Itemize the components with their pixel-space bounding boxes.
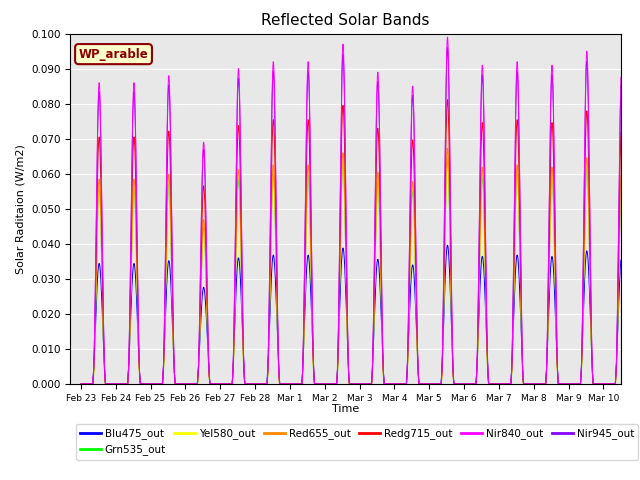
Y-axis label: Solar Raditaion (W/m2): Solar Raditaion (W/m2) [15,144,26,274]
Nir840_out [634,381,640,387]
Redg715_out [540,381,548,387]
Blu475_out [554,378,562,384]
Yel580_out [77,381,84,387]
Nir945_out [380,381,388,387]
Redg715_out [77,381,84,387]
Yel580_out [540,381,548,387]
Red655_out [444,145,451,151]
Nir840_out [513,68,520,73]
Grn535_out [513,178,520,183]
Grn535_out [540,381,548,387]
Redg715_out [634,381,640,387]
Nir945_out [513,77,520,83]
Nir945_out [410,127,418,133]
Nir840_out [540,381,548,387]
Nir945_out [444,45,451,50]
Text: WP_arable: WP_arable [79,48,148,60]
Grn535_out [193,381,200,387]
Nir840_out [444,34,451,40]
Line: Redg715_out: Redg715_out [81,100,638,384]
Legend: Blu475_out, Grn535_out, Yel580_out, Red655_out, Redg715_out, Nir840_out, Nir945_: Blu475_out, Grn535_out, Yel580_out, Red6… [76,424,638,460]
Redg715_out [410,167,418,172]
Blu475_out [380,379,388,384]
Red655_out [554,381,562,387]
Nir945_out [634,381,640,387]
Red655_out [634,381,640,387]
Blu475_out [444,242,451,248]
Yel580_out [380,381,388,387]
Blu475_out [410,273,418,278]
Red655_out [513,168,520,174]
Red655_out [410,203,418,209]
Grn535_out [380,381,388,387]
Nir840_out [554,379,562,385]
Line: Nir945_out: Nir945_out [81,48,638,384]
Blu475_out [634,381,640,387]
Redg715_out [554,381,562,387]
Yel580_out [554,381,562,387]
Red655_out [540,381,548,387]
Line: Red655_out: Red655_out [81,148,638,384]
Blu475_out [193,381,200,387]
Grn535_out [634,381,640,387]
Blu475_out [77,381,84,387]
Yel580_out [634,381,640,387]
Yel580_out [410,206,418,212]
X-axis label: Time: Time [332,404,359,414]
Nir945_out [193,381,200,387]
Nir945_out [554,381,562,387]
Grn535_out [77,381,84,387]
Red655_out [77,381,84,387]
Title: Reflected Solar Bands: Reflected Solar Bands [261,13,430,28]
Grn535_out [444,156,451,161]
Nir840_out [77,381,84,387]
Redg715_out [380,381,388,387]
Grn535_out [410,211,418,217]
Yel580_out [513,171,520,177]
Nir840_out [193,381,200,387]
Nir840_out [380,381,388,387]
Blu475_out [540,381,548,387]
Redg715_out [193,381,200,387]
Line: Blu475_out: Blu475_out [81,245,638,384]
Grn535_out [554,381,562,387]
Redg715_out [444,97,451,103]
Line: Yel580_out: Yel580_out [81,152,638,384]
Blu475_out [513,255,520,261]
Redg715_out [513,124,520,130]
Nir840_out [410,120,418,125]
Red655_out [193,381,200,387]
Yel580_out [444,149,451,155]
Yel580_out [193,381,200,387]
Line: Grn535_out: Grn535_out [81,158,638,384]
Nir945_out [540,381,548,387]
Red655_out [380,381,388,387]
Nir945_out [77,381,84,387]
Line: Nir840_out: Nir840_out [81,37,638,384]
